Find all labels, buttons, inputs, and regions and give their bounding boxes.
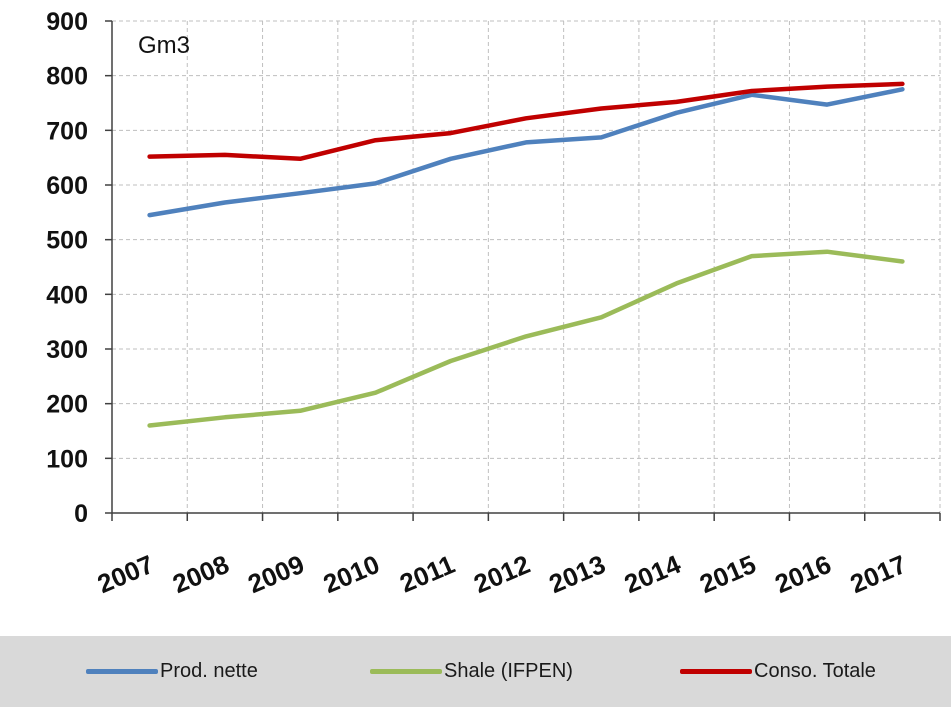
series-line-1	[147, 249, 905, 428]
series-line-2	[147, 81, 905, 162]
axes	[111, 21, 940, 514]
legend-item-prod-nette: Prod. nette	[86, 636, 258, 707]
legend-swatch-conso-totale	[680, 669, 752, 674]
x-tick-label: 2014	[620, 549, 685, 599]
legend-swatch-shale	[370, 669, 442, 674]
y-tick-label: 200	[46, 391, 88, 419]
y-tick-label: 800	[46, 63, 88, 91]
gridlines	[112, 20, 941, 513]
legend-item-shale: Shale (IFPEN)	[370, 636, 573, 707]
legend-item-conso-totale: Conso. Totale	[680, 636, 876, 707]
y-tick-label: 100	[46, 445, 88, 473]
y-tick-label: 900	[46, 8, 88, 36]
x-tick-label: 2010	[319, 549, 384, 599]
series-lines	[147, 81, 905, 428]
x-tick-label: 2012	[469, 549, 534, 599]
y-tick-label: 0	[74, 500, 88, 528]
legend-swatch-prod-nette	[86, 669, 158, 674]
x-tick-label: 2008	[168, 549, 233, 599]
x-tick-label: 2011	[395, 549, 459, 599]
x-tick-label: 2013	[545, 549, 610, 599]
y-tick-label: 500	[46, 227, 88, 255]
x-tick-label: 2007	[93, 549, 158, 599]
line-chart: 0 100 200 300 400 500 600 700 800 900 2007 2008 200…	[46, 8, 941, 599]
legend-label-prod-nette: Prod. nette	[160, 660, 258, 682]
y-axis-ticks: 0 100 200 300 400 500 600 700 800 900	[46, 8, 112, 528]
x-axis-ticks: 2007 2008 2009 2010 2011 2012 2013 2014 2015 2016…	[93, 513, 941, 599]
y-tick-label: 300	[46, 336, 88, 364]
x-tick-label: 2017	[846, 549, 911, 599]
y-tick-label: 400	[46, 281, 88, 309]
x-tick-label: 2016	[770, 549, 835, 599]
legend: Prod. nette Shale (IFPEN) Conso. Totale	[0, 636, 951, 707]
legend-label-shale: Shale (IFPEN)	[444, 660, 573, 682]
unit-label: Gm3	[138, 32, 190, 59]
y-tick-label: 600	[46, 172, 88, 200]
y-tick-label: 700	[46, 117, 88, 145]
x-tick-label: 2009	[244, 549, 309, 599]
legend-label-conso-totale: Conso. Totale	[754, 660, 876, 682]
series-line-0	[147, 87, 905, 218]
x-tick-label: 2015	[695, 549, 760, 599]
